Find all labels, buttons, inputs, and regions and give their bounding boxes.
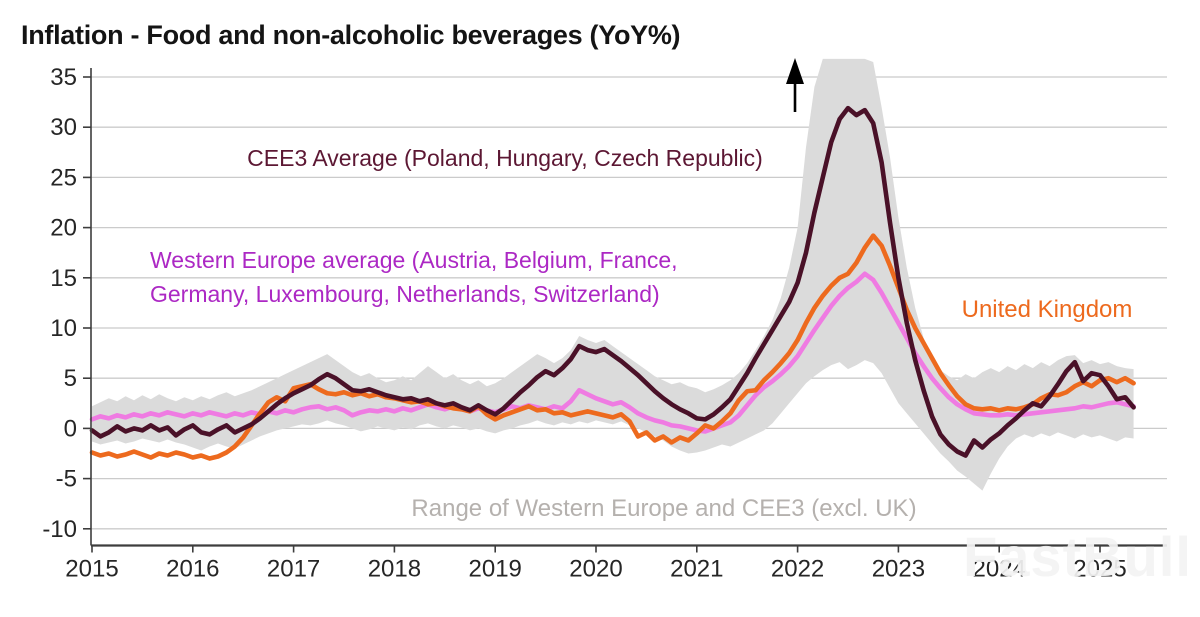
x-tick-label: 2024 <box>973 556 1026 583</box>
y-tick-label: -5 <box>56 466 77 493</box>
legend-label-range-band: Range of Western Europe and CEE3 (excl. … <box>411 495 917 522</box>
y-tick-label: -10 <box>42 516 77 543</box>
range-band <box>92 58 1134 491</box>
legend-label-united-kingdom: United Kingdom <box>961 296 1133 323</box>
x-tick-label: 2020 <box>569 556 622 583</box>
y-tick-label: 0 <box>64 415 77 442</box>
watermark: FastBull <box>963 525 1192 588</box>
x-tick-label: 2015 <box>65 556 118 583</box>
y-tick-label: 25 <box>50 164 77 191</box>
x-tick-label: 2023 <box>872 556 925 583</box>
y-tick-label: 20 <box>50 215 77 242</box>
legend-label-western-europe-line1: Western Europe average (Austria, Belgium… <box>150 247 678 273</box>
legend-label-western-europe-line2: Germany, Luxembourg, Netherlands, Switze… <box>150 281 660 307</box>
x-tick-label: 2019 <box>469 556 522 583</box>
offscale-arrow-icon <box>786 58 804 84</box>
y-tick-label: 30 <box>50 114 77 141</box>
x-tick-label: 2022 <box>771 556 824 583</box>
y-tick-label: 5 <box>64 365 77 392</box>
legend-label-western-europe: Western Europe average (Austria, Belgium… <box>150 243 678 311</box>
y-tick-label: 15 <box>50 265 77 292</box>
x-tick-label: 2018 <box>368 556 421 583</box>
y-tick-label: 35 <box>50 64 77 91</box>
x-tick-label: 2017 <box>267 556 320 583</box>
series-line-uk <box>89 233 1136 461</box>
x-tick-label: 2025 <box>1073 556 1126 583</box>
legend-label-cee3: CEE3 Average (Poland, Hungary, Czech Rep… <box>247 145 763 171</box>
series-line-cee3 <box>89 105 1136 458</box>
x-tick-label: 2016 <box>166 556 219 583</box>
x-tick-label: 2021 <box>670 556 723 583</box>
y-tick-label: 10 <box>50 315 77 342</box>
chart-title: Inflation - Food and non-alcoholic bever… <box>21 20 681 50</box>
